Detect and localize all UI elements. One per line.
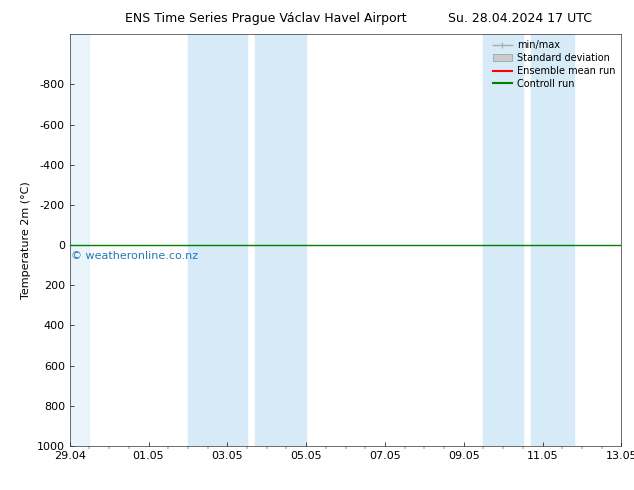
Bar xyxy=(70,34,89,446)
Bar xyxy=(188,34,247,446)
Y-axis label: Temperature 2m (°C): Temperature 2m (°C) xyxy=(22,181,31,299)
Text: © weatheronline.co.nz: © weatheronline.co.nz xyxy=(70,251,198,261)
Text: Su. 28.04.2024 17 UTC: Su. 28.04.2024 17 UTC xyxy=(448,12,592,25)
Legend: min/max, Standard deviation, Ensemble mean run, Controll run: min/max, Standard deviation, Ensemble me… xyxy=(489,36,619,93)
Bar xyxy=(531,34,574,446)
Bar xyxy=(483,34,523,446)
Bar xyxy=(255,34,306,446)
Text: ENS Time Series Prague Václav Havel Airport: ENS Time Series Prague Václav Havel Airp… xyxy=(126,12,407,25)
